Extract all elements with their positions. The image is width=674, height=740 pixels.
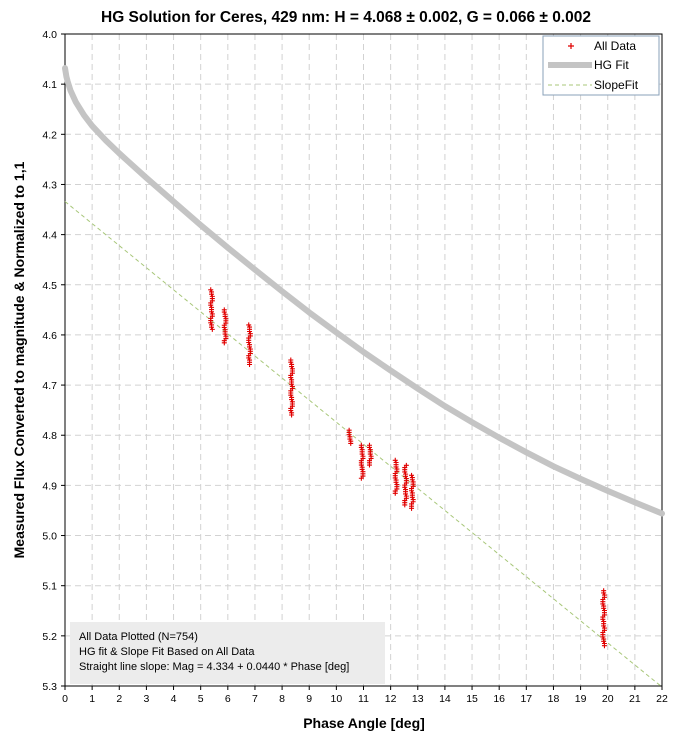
data-point	[358, 475, 364, 481]
x-tick-label: 6	[225, 693, 231, 705]
data-point	[366, 462, 372, 468]
x-axis-label: Phase Angle [deg]	[303, 715, 425, 731]
data-cluster	[366, 442, 374, 468]
x-tick-label: 16	[493, 693, 505, 705]
x-tick-label: 20	[602, 693, 614, 705]
x-tick-label: 1	[89, 693, 95, 705]
legend-entry-all-data: All Data	[568, 39, 636, 53]
annotation-line-1: All Data Plotted (N=754)	[79, 631, 198, 643]
x-tick-label: 5	[198, 693, 204, 705]
x-tick-label: 0	[62, 693, 68, 705]
data-cluster	[288, 357, 295, 418]
x-tick-label: 13	[412, 693, 424, 705]
legend-label-all-data: All Data	[594, 39, 636, 53]
legend-label-hg-fit: HG Fit	[594, 58, 629, 72]
y-tick-label: 4.4	[42, 230, 57, 242]
data-cluster	[208, 287, 215, 332]
data-point	[209, 326, 215, 332]
x-tick-label: 9	[306, 693, 312, 705]
y-tick-label: 4.8	[42, 430, 57, 442]
x-tick-label: 17	[520, 693, 532, 705]
x-tick-label: 4	[171, 693, 177, 705]
x-tick-label: 14	[439, 693, 451, 705]
x-tick-label: 7	[252, 693, 258, 705]
data-point	[392, 490, 398, 496]
annotation-line-3: Straight line slope: Mag = 4.334 + 0.044…	[79, 661, 349, 673]
x-tick-label: 12	[385, 693, 397, 705]
legend-entry-slopefit: SlopeFit	[548, 78, 639, 92]
x-tick-label: 3	[143, 693, 149, 705]
data-point	[402, 502, 408, 508]
annotation-box: All Data Plotted (N=754) HG fit & Slope …	[70, 622, 385, 684]
series-layer	[62, 65, 665, 688]
tick-labels: 0 1 2 3 4 5 6 7 8 9 10 11 12 13 14 15 16 17 18 19 20 21 224.04…	[42, 29, 668, 705]
x-tick-label: 15	[466, 693, 478, 705]
x-tick-label: 21	[629, 693, 641, 705]
y-tick-label: 4.2	[42, 129, 57, 141]
data-cluster	[402, 462, 409, 508]
y-tick-label: 4.3	[42, 179, 57, 191]
data-point	[409, 505, 415, 511]
x-tick-label: 22	[656, 693, 668, 705]
data-cluster	[221, 307, 229, 346]
x-tick-label: 19	[575, 693, 587, 705]
data-cluster	[346, 427, 354, 446]
x-tick-label: 8	[279, 693, 285, 705]
x-tick-label: 10	[331, 693, 343, 705]
hg-fit-line	[62, 65, 665, 517]
data-point	[221, 340, 227, 346]
x-tick-label: 18	[548, 693, 560, 705]
x-tick-label: 2	[116, 693, 122, 705]
legend-marker-plus	[568, 43, 574, 49]
data-point	[601, 643, 607, 649]
annotation-line-2: HG fit & Slope Fit Based on All Data	[79, 646, 255, 658]
legend-label-slopefit: SlopeFit	[594, 78, 639, 92]
y-tick-label: 4.9	[42, 480, 57, 492]
data-point	[348, 440, 354, 446]
data-point	[289, 412, 295, 418]
y-tick-label: 4.7	[42, 380, 57, 392]
x-tick-label: 11	[358, 693, 369, 705]
data-cluster	[358, 442, 366, 481]
slope-fit-line	[64, 201, 663, 688]
annotation-background	[70, 622, 385, 684]
y-tick-label: 5.3	[42, 681, 57, 693]
legend-entry-hg-fit: HG Fit	[548, 58, 629, 72]
y-tick-label: 4.5	[42, 280, 57, 292]
data-cluster	[409, 472, 416, 511]
data-point	[247, 361, 253, 367]
y-tick-label: 4.0	[42, 29, 57, 41]
data-cluster	[600, 588, 607, 649]
data-cluster	[392, 457, 400, 496]
y-tick-label: 4.6	[42, 330, 57, 342]
grid	[65, 34, 662, 686]
y-tick-label: 5.0	[42, 531, 57, 543]
y-axis-label: Measured Flux Converted to magnitude & N…	[11, 161, 27, 558]
chart-title: HG Solution for Ceres, 429 nm: H = 4.068…	[101, 9, 591, 26]
y-tick-label: 5.1	[42, 581, 57, 593]
legend: All Data HG Fit SlopeFit	[542, 35, 660, 96]
data-cluster	[246, 322, 253, 367]
y-tick-label: 4.1	[42, 79, 57, 91]
y-tick-label: 5.2	[42, 631, 57, 643]
